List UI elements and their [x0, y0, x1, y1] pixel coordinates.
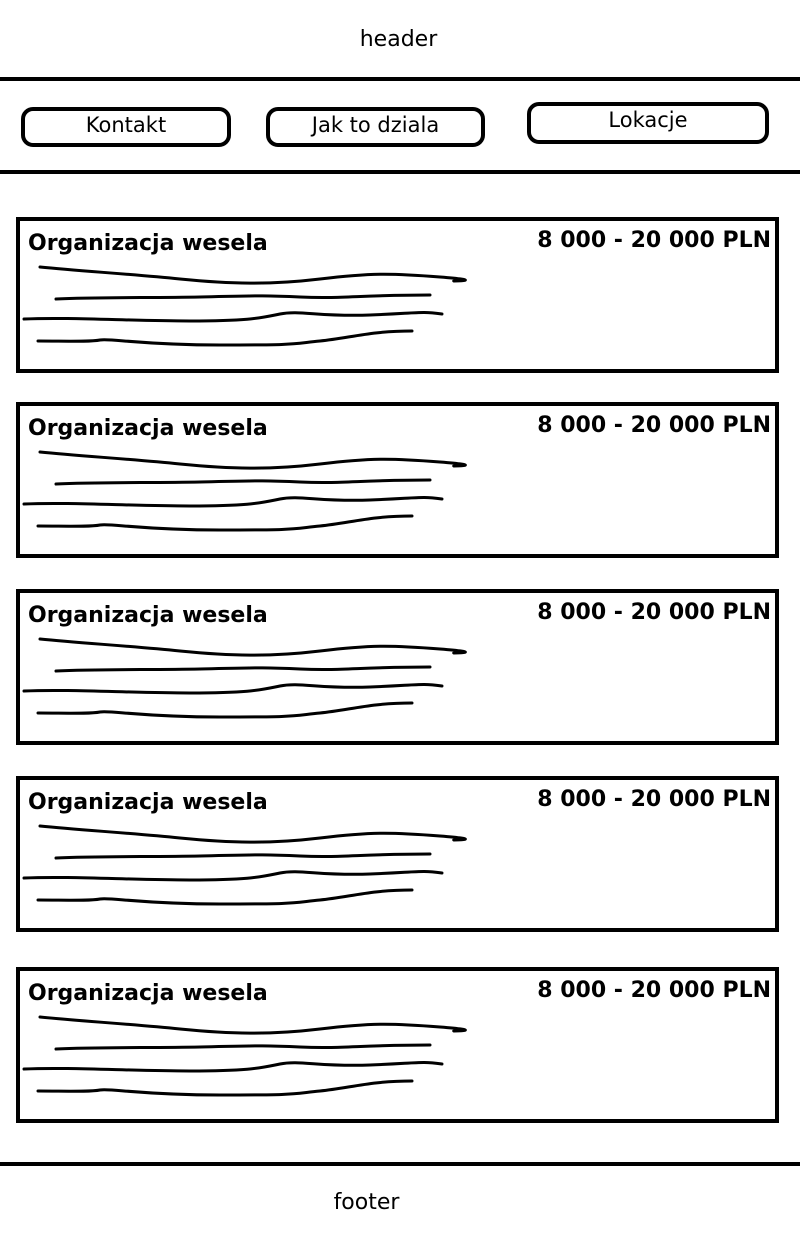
scribble-line	[54, 478, 432, 486]
nav-button-lokacje[interactable]: Lokacje	[527, 102, 769, 144]
offer-card[interactable]: Organizacja wesela 8 000 - 20 000 PLN	[16, 589, 779, 745]
scribble-line	[36, 888, 414, 906]
scribble-line	[22, 682, 444, 695]
scribble-line	[22, 1060, 444, 1073]
offer-card[interactable]: Organizacja wesela 8 000 - 20 000 PLN	[16, 967, 779, 1123]
scribble-line	[22, 310, 444, 323]
description-placeholder-scribble	[22, 1015, 467, 1097]
scribble-line	[38, 265, 467, 285]
scribble-line	[38, 637, 467, 657]
footer-label: footer	[333, 1190, 400, 1215]
scribble-line	[54, 852, 432, 860]
offer-title: Organizacja wesela	[28, 231, 268, 256]
scribble-line	[54, 293, 432, 301]
scribble-line	[38, 450, 467, 470]
scribble-line	[38, 824, 467, 844]
description-placeholder-scribble	[22, 265, 467, 347]
scribble-line	[36, 1079, 414, 1097]
nav-button-jak-to-dziala[interactable]: Jak to dziala	[266, 107, 485, 147]
nav-button-kontakt[interactable]: Kontakt	[21, 107, 231, 147]
scribble-line	[38, 1015, 467, 1035]
footer-divider	[0, 1162, 800, 1166]
description-placeholder-scribble	[22, 824, 467, 906]
scribble-line	[36, 514, 414, 532]
scribble-line	[36, 701, 414, 719]
scribble-line	[36, 329, 414, 347]
offer-price: 8 000 - 20 000 PLN	[537, 600, 771, 625]
offer-price: 8 000 - 20 000 PLN	[537, 787, 771, 812]
scribble-line	[22, 495, 444, 508]
offer-title: Organizacja wesela	[28, 981, 268, 1006]
scribble-line	[54, 665, 432, 673]
offer-card[interactable]: Organizacja wesela 8 000 - 20 000 PLN	[16, 217, 779, 373]
scribble-line	[22, 869, 444, 882]
header-divider	[0, 77, 800, 81]
offer-title: Organizacja wesela	[28, 603, 268, 628]
description-placeholder-scribble	[22, 637, 467, 719]
scribble-line	[54, 1043, 432, 1051]
description-placeholder-scribble	[22, 450, 467, 532]
header-label: header	[359, 27, 438, 52]
offer-price: 8 000 - 20 000 PLN	[537, 978, 771, 1003]
offer-title: Organizacja wesela	[28, 416, 268, 441]
offer-price: 8 000 - 20 000 PLN	[537, 228, 771, 253]
offer-price: 8 000 - 20 000 PLN	[537, 413, 771, 438]
offer-card[interactable]: Organizacja wesela 8 000 - 20 000 PLN	[16, 402, 779, 558]
nav-divider	[0, 170, 800, 174]
offer-card[interactable]: Organizacja wesela 8 000 - 20 000 PLN	[16, 776, 779, 932]
offer-title: Organizacja wesela	[28, 790, 268, 815]
